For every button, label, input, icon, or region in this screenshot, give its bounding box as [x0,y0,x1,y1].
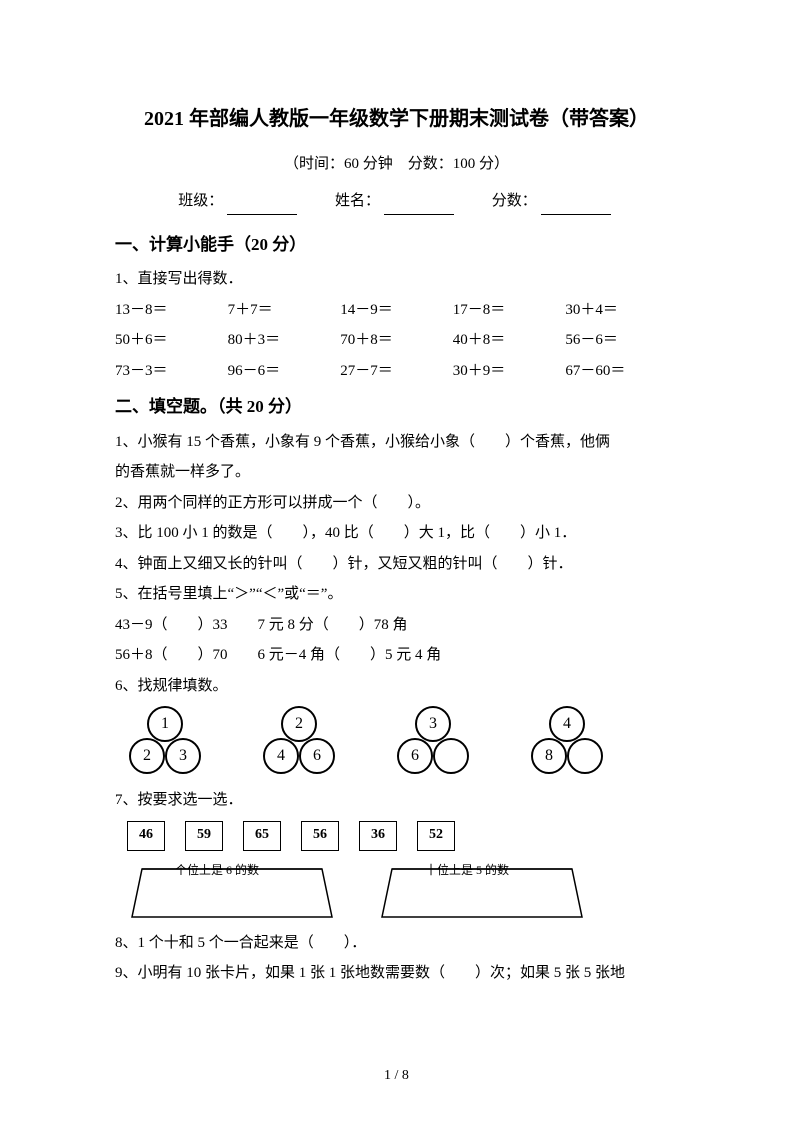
score-label: 分数： [492,193,537,209]
page-number: 1 / 8 [0,1063,793,1090]
section-1-heading: 一、计算小能手（20 分） [115,229,678,261]
s1-q1-label: 1、直接写出得数． [115,265,678,294]
circle-group: 2 4 6 [253,706,345,778]
number-card: 56 [301,821,339,851]
number-card: 46 [127,821,165,851]
s2-q5-line1: 5、在括号里填上“＞”“＜”或“＝”。 [115,580,678,609]
eq-cell: 80＋3＝ [228,326,341,355]
name-label: 姓名： [335,193,380,209]
tray-label: 十位上是 5 的数 [425,859,509,882]
circle-bottom-right: 6 [299,738,335,774]
eq-row-2: 50＋6＝ 80＋3＝ 70＋8＝ 40＋8＝ 56－6＝ [115,326,678,355]
class-label: 班级： [178,193,223,209]
eq-cell: 96－6＝ [228,357,341,386]
s2-q6-label: 6、找规律填数。 [115,672,678,701]
s2-q8: 8、1 个十和 5 个一合起来是（ ）． [115,929,678,958]
eq-cell: 27－7＝ [340,357,453,386]
circle-top: 4 [549,706,585,742]
circle-bottom-left: 6 [397,738,433,774]
s2-q9: 9、小明有 10 张卡片，如果 1 张 1 张地数需要数（ ）次；如果 5 张 … [115,959,678,988]
page-subtitle: （时间：60 分钟 分数：100 分） [115,150,678,179]
number-card: 52 [417,821,455,851]
eq-cell: 30＋4＝ [565,296,678,325]
eq-cell: 14－9＝ [340,296,453,325]
s2-q2: 2、用两个同样的正方形可以拼成一个（ ）。 [115,489,678,518]
circle-bottom-right [433,738,469,774]
eq-cell: 17－8＝ [453,296,566,325]
eq-row-1: 13－8＝ 7＋7＝ 14－9＝ 17－8＝ 30＋4＝ [115,296,678,325]
page-title: 2021 年部编人教版一年级数学下册期末测试卷（带答案） [115,100,678,138]
eq-row-3: 73－3＝ 96－6＝ 27－7＝ 30＋9＝ 67－60＝ [115,357,678,386]
s2-q1-line2: 的香蕉就一样多了。 [115,458,678,487]
eq-cell: 30＋9＝ [453,357,566,386]
cards-row: 46 59 65 56 36 52 [127,821,678,851]
circle-top: 3 [415,706,451,742]
s2-q5-line2: 43－9（ ）33 7 元 8 分（ ）78 角 [115,611,678,640]
tray: 个位上是 6 的数 [127,859,337,921]
s2-q7-label: 7、按要求选一选． [115,786,678,815]
number-card: 36 [359,821,397,851]
circle-top: 2 [281,706,317,742]
score-blank[interactable] [541,199,611,215]
section-2-heading: 二、填空题。（共 20 分） [115,391,678,423]
circle-bottom-left: 8 [531,738,567,774]
eq-cell: 56－6＝ [565,326,678,355]
eq-cell: 50＋6＝ [115,326,228,355]
tray-label: 个位上是 6 的数 [175,859,259,882]
s2-q5-line3: 56＋8（ ）70 6 元－4 角（ ）5 元 4 角 [115,641,678,670]
class-blank[interactable] [227,199,297,215]
eq-cell: 40＋8＝ [453,326,566,355]
s2-q4: 4、钟面上又细又长的针叫（ ）针，又短又粗的针叫（ ）针． [115,550,678,579]
eq-cell: 70＋8＝ [340,326,453,355]
eq-cell: 73－3＝ [115,357,228,386]
circle-bottom-left: 4 [263,738,299,774]
circle-bottom-left: 2 [129,738,165,774]
s2-q3: 3、比 100 小 1 的数是（ ），40 比（ ）大 1，比（ ）小 1． [115,519,678,548]
eq-cell: 13－8＝ [115,296,228,325]
eq-cell: 7＋7＝ [228,296,341,325]
circle-group: 1 2 3 [119,706,211,778]
name-blank[interactable] [384,199,454,215]
number-card: 65 [243,821,281,851]
circle-group: 3 6 [387,706,479,778]
trays-row: 个位上是 6 的数 十位上是 5 的数 [127,859,678,921]
eq-cell: 67－60＝ [565,357,678,386]
circle-bottom-right: 3 [165,738,201,774]
form-line: 班级： 姓名： 分数： [115,187,678,216]
s2-q1-line1: 1、小猴有 15 个香蕉，小象有 9 个香蕉，小猴给小象（ ）个香蕉，他俩 [115,428,678,457]
number-card: 59 [185,821,223,851]
circle-top: 1 [147,706,183,742]
circle-diagram-row: 1 2 3 2 4 6 3 6 4 8 [119,706,678,778]
circle-group: 4 8 [521,706,613,778]
circle-bottom-right [567,738,603,774]
tray: 十位上是 5 的数 [377,859,587,921]
